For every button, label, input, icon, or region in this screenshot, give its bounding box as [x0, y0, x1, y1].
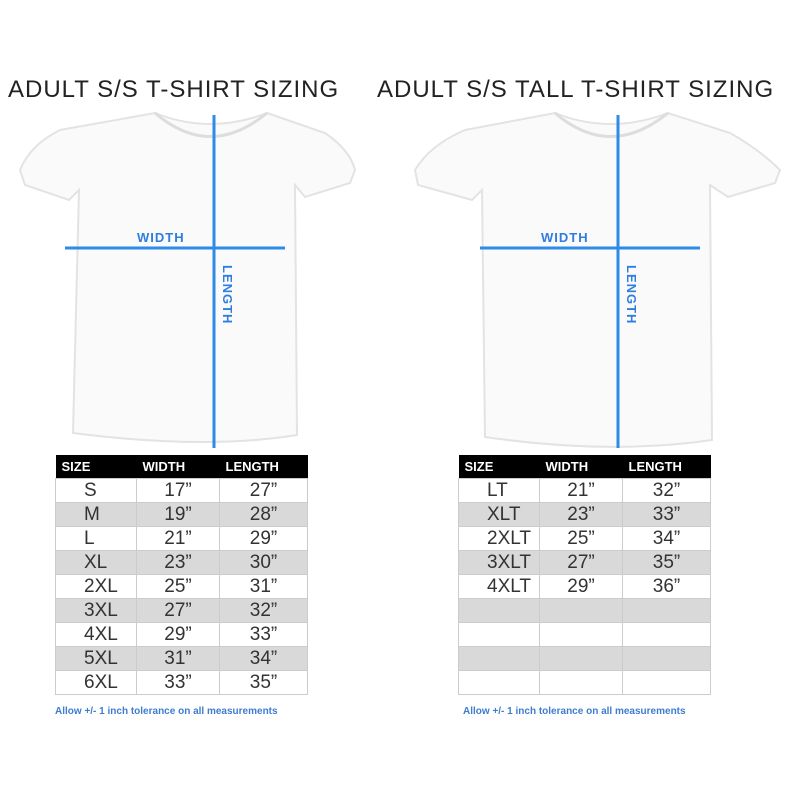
size-cell: LT — [458, 478, 540, 503]
table-row: 6XL 33” 35” — [55, 670, 308, 695]
tolerance-note-left: Allow +/- 1 inch tolerance on all measur… — [55, 706, 278, 717]
width-cell: 33” — [136, 670, 220, 695]
col-width: WIDTH — [136, 455, 220, 479]
size-cell: 4XLT — [458, 574, 540, 599]
table-row: 2XLT 25” 34” — [458, 526, 711, 551]
table-row — [458, 598, 711, 623]
width-cell: 27” — [136, 598, 220, 623]
length-cell: 33” — [622, 502, 711, 527]
size-table-right: SIZE WIDTH LENGTH LT 21” 32” XLT 23” 33” 2XLT 25”… — [458, 455, 711, 695]
size-cell — [458, 646, 540, 671]
length-cell: 35” — [219, 670, 308, 695]
tshirt-image-left — [18, 111, 357, 448]
size-cell: 3XLT — [458, 550, 540, 575]
size-cell — [458, 622, 540, 647]
table-row: 4XLT 29” 36” — [458, 574, 711, 599]
width-cell: 29” — [539, 574, 623, 599]
table-row: 3XL 27” 32” — [55, 598, 308, 623]
width-cell: 23” — [136, 550, 220, 575]
width-cell: 27” — [539, 550, 623, 575]
length-cell — [622, 670, 711, 695]
width-cell: 21” — [539, 478, 623, 503]
size-cell — [458, 670, 540, 695]
table-row: XLT 23” 33” — [458, 502, 711, 527]
width-cell — [539, 598, 623, 623]
width-cell: 23” — [539, 502, 623, 527]
width-cell — [539, 670, 623, 695]
tolerance-note-right: Allow +/- 1 inch tolerance on all measur… — [463, 706, 686, 717]
length-cell: 34” — [219, 646, 308, 671]
width-cell: 17” — [136, 478, 220, 503]
width-cell: 31” — [136, 646, 220, 671]
right-title: ADULT S/S TALL T-SHIRT SIZING — [377, 76, 775, 103]
col-length: LENGTH — [622, 455, 711, 479]
length-cell — [622, 598, 711, 623]
width-label-left: WIDTH — [137, 230, 185, 245]
length-cell: 31” — [219, 574, 308, 599]
table-row — [458, 646, 711, 671]
col-length: LENGTH — [219, 455, 308, 479]
tshirt-image-right — [413, 111, 782, 448]
length-cell: 34” — [622, 526, 711, 551]
table-row: XL 23” 30” — [55, 550, 308, 575]
table-row — [458, 622, 711, 647]
table-row: 4XL 29” 33” — [55, 622, 308, 647]
left-title: ADULT S/S T-SHIRT SIZING — [8, 76, 340, 103]
length-cell — [622, 622, 711, 647]
size-cell — [458, 598, 540, 623]
size-cell: 6XL — [55, 670, 137, 695]
length-cell: 35” — [622, 550, 711, 575]
width-cell — [539, 646, 623, 671]
col-width: WIDTH — [539, 455, 623, 479]
table-row: M 19” 28” — [55, 502, 308, 527]
table-row: LT 21” 32” — [458, 478, 711, 503]
length-cell: 27” — [219, 478, 308, 503]
col-size: SIZE — [55, 455, 137, 479]
length-cell: 30” — [219, 550, 308, 575]
width-cell: 29” — [136, 622, 220, 647]
length-cell: 36” — [622, 574, 711, 599]
table-row: 5XL 31” 34” — [55, 646, 308, 671]
length-cell: 28” — [219, 502, 308, 527]
col-size: SIZE — [458, 455, 540, 479]
length-cell: 32” — [622, 478, 711, 503]
width-cell: 21” — [136, 526, 220, 551]
table-row: L 21” 29” — [55, 526, 308, 551]
width-cell: 19” — [136, 502, 220, 527]
table-row: 2XL 25” 31” — [55, 574, 308, 599]
width-cell: 25” — [136, 574, 220, 599]
table-header: SIZE WIDTH LENGTH — [458, 455, 711, 479]
size-cell: 2XL — [55, 574, 137, 599]
size-cell: 2XLT — [458, 526, 540, 551]
length-label-right: LENGTH — [624, 265, 639, 325]
length-cell: 32” — [219, 598, 308, 623]
length-cell: 29” — [219, 526, 308, 551]
table-row — [458, 670, 711, 695]
size-table-left: SIZE WIDTH LENGTH S 17” 27” M 19” 28” L 21” 29” XL 2… — [55, 455, 308, 695]
size-cell: 4XL — [55, 622, 137, 647]
table-row: S 17” 27” — [55, 478, 308, 503]
width-cell: 25” — [539, 526, 623, 551]
size-cell: XLT — [458, 502, 540, 527]
width-label-right: WIDTH — [541, 230, 589, 245]
size-cell: S — [55, 478, 137, 503]
size-cell: 5XL — [55, 646, 137, 671]
size-cell: 3XL — [55, 598, 137, 623]
width-cell — [539, 622, 623, 647]
size-cell: L — [55, 526, 137, 551]
size-cell: XL — [55, 550, 137, 575]
size-cell: M — [55, 502, 137, 527]
table-header: SIZE WIDTH LENGTH — [55, 455, 308, 479]
length-cell: 33” — [219, 622, 308, 647]
table-row: 3XLT 27” 35” — [458, 550, 711, 575]
length-cell — [622, 646, 711, 671]
length-label-left: LENGTH — [220, 265, 235, 325]
